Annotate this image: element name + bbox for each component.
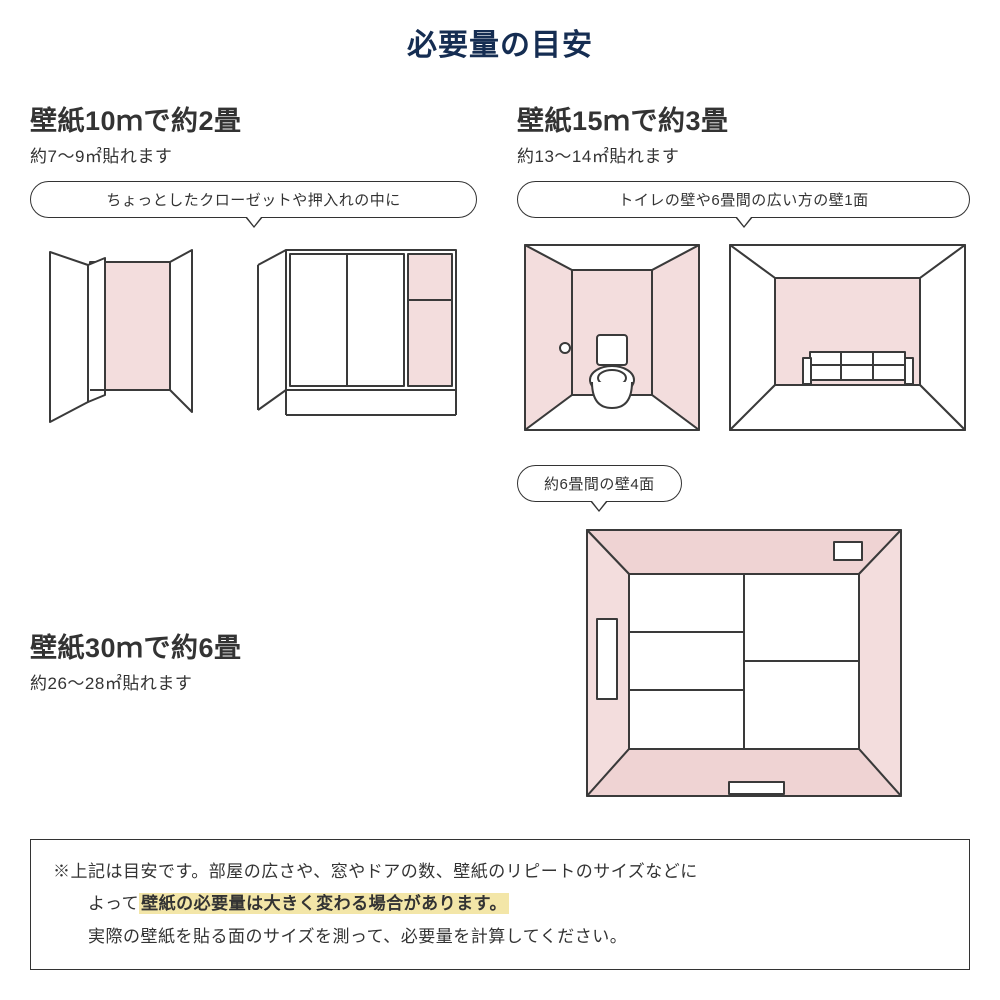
subheading-10m: 約7～9㎡貼れます xyxy=(30,142,477,167)
subheading-15m: 約13～14㎡貼れます xyxy=(517,142,970,167)
living-wall-icon xyxy=(725,240,970,435)
toilet-room-icon xyxy=(517,240,707,435)
illus-row-6jo xyxy=(579,524,909,809)
heading-10m: 壁紙10ｍで約2畳 xyxy=(30,99,477,138)
bubble-6jo: 約6畳間の壁4面 xyxy=(517,465,682,502)
illus-row-15m xyxy=(517,240,970,435)
oshiire-icon xyxy=(248,240,468,430)
section-30m: 壁紙30ｍで約6畳 約26～28㎡貼れます xyxy=(30,465,477,809)
heading-15m: 壁紙15ｍで約3畳 xyxy=(517,99,970,138)
heading-30m: 壁紙30ｍで約6畳 xyxy=(30,626,477,665)
closet-icon xyxy=(30,240,230,430)
bubble-10m: ちょっとしたクローゼットや押入れの中に xyxy=(30,181,477,218)
note-line3: 実際の壁紙を貼る面のサイズを測って、必要量を計算してください。 xyxy=(53,921,947,953)
note-line2-prefix: よって xyxy=(53,894,139,913)
section-6jo-walls: 約6畳間の壁4面 xyxy=(517,465,970,809)
note-line2: よって壁紙の必要量は大きく変わる場合があります。 xyxy=(53,888,947,920)
section-10m: 壁紙10ｍで約2畳 約7～9㎡貼れます ちょっとしたクローゼットや押入れの中に xyxy=(30,99,477,435)
section-15m: 壁紙15ｍで約3畳 約13～14㎡貼れます トイレの壁や6畳間の広い方の壁1面 xyxy=(517,99,970,435)
page-title: 必要量の目安 xyxy=(30,20,970,64)
illus-row-10m xyxy=(30,240,477,430)
subheading-30m: 約26～28㎡貼れます xyxy=(30,669,477,694)
note-line1: ※上記は目安です。部屋の広さや、窓やドアの数、壁紙のリピートのサイズなどに xyxy=(53,856,947,888)
note-highlight: 壁紙の必要量は大きく変わる場合があります。 xyxy=(139,893,509,914)
room-topdown-icon xyxy=(579,524,909,809)
bubble-15m: トイレの壁や6畳間の広い方の壁1面 xyxy=(517,181,970,218)
sections-grid: 壁紙10ｍで約2畳 約7～9㎡貼れます ちょっとしたクローゼットや押入れの中に xyxy=(30,99,970,809)
note-box: ※上記は目安です。部屋の広さや、窓やドアの数、壁紙のリピートのサイズなどに よっ… xyxy=(30,839,970,970)
